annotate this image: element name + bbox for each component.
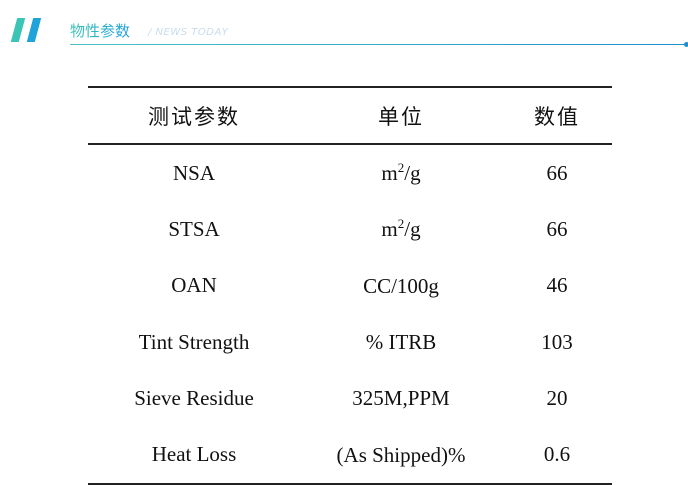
unit-cell: (As Shipped)% xyxy=(300,426,502,485)
unit-text: CC/100g xyxy=(363,273,439,298)
param-cell: Sieve Residue xyxy=(134,385,254,410)
table-row: Tint Strength % ITRB 103 xyxy=(88,314,612,370)
value-cell: 20 xyxy=(546,385,568,410)
unit-cell: % ITRB xyxy=(300,314,502,370)
column-header-value: 数值 xyxy=(502,86,612,145)
unit-text: % ITRB xyxy=(365,330,437,355)
table-row: Sieve Residue 325M,PPM 20 xyxy=(88,370,612,426)
table-row: OAN CC/100g 46 xyxy=(88,258,612,314)
value-cell: 0.6 xyxy=(502,426,612,485)
value-cell: 46 xyxy=(546,273,568,298)
unit-text: m xyxy=(381,161,398,186)
properties-table: 测试参数 单位 数值 NSA m2/g 66 STSA m2/g 66 OAN CC… xyxy=(88,86,612,485)
value-cell: 66 xyxy=(546,160,568,185)
param-cell: OAN xyxy=(171,273,217,298)
unit-text: 325M,PPM xyxy=(352,386,450,411)
unit-superscript: 2 xyxy=(397,216,405,232)
table-header-row: 测试参数 单位 数值 xyxy=(88,86,612,145)
unit-superscript: 2 xyxy=(397,160,405,176)
unit-cell: m2/g xyxy=(300,144,502,201)
column-header-param: 测试参数 xyxy=(88,86,300,145)
section-subtitle: / NEWS TODAY xyxy=(148,27,229,38)
table-row: STSA m2/g 66 xyxy=(88,201,612,257)
param-cell: STSA xyxy=(168,216,220,241)
param-cell: NSA xyxy=(172,160,215,185)
param-cell: Heat Loss xyxy=(88,426,300,485)
table-row: Heat Loss (As Shipped)% 0.6 xyxy=(88,426,612,485)
unit-text: (As Shipped)% xyxy=(336,442,466,467)
unit-suffix: /g xyxy=(404,161,421,186)
column-header-unit: 单位 xyxy=(300,86,502,145)
param-cell: Tint Strength xyxy=(138,329,250,354)
unit-cell: 325M,PPM xyxy=(300,370,502,426)
logo-bars-icon xyxy=(10,18,42,42)
unit-text: m xyxy=(381,217,398,242)
section-title: 物性参数 xyxy=(70,22,131,40)
value-cell: 66 xyxy=(546,216,568,241)
header-divider xyxy=(70,44,685,45)
divider-dot xyxy=(684,42,688,47)
unit-cell: m2/g xyxy=(300,201,502,257)
value-cell: 103 xyxy=(541,329,573,354)
unit-cell: CC/100g xyxy=(300,258,502,314)
table-row: NSA m2/g 66 xyxy=(88,144,612,201)
unit-suffix: /g xyxy=(404,217,421,242)
